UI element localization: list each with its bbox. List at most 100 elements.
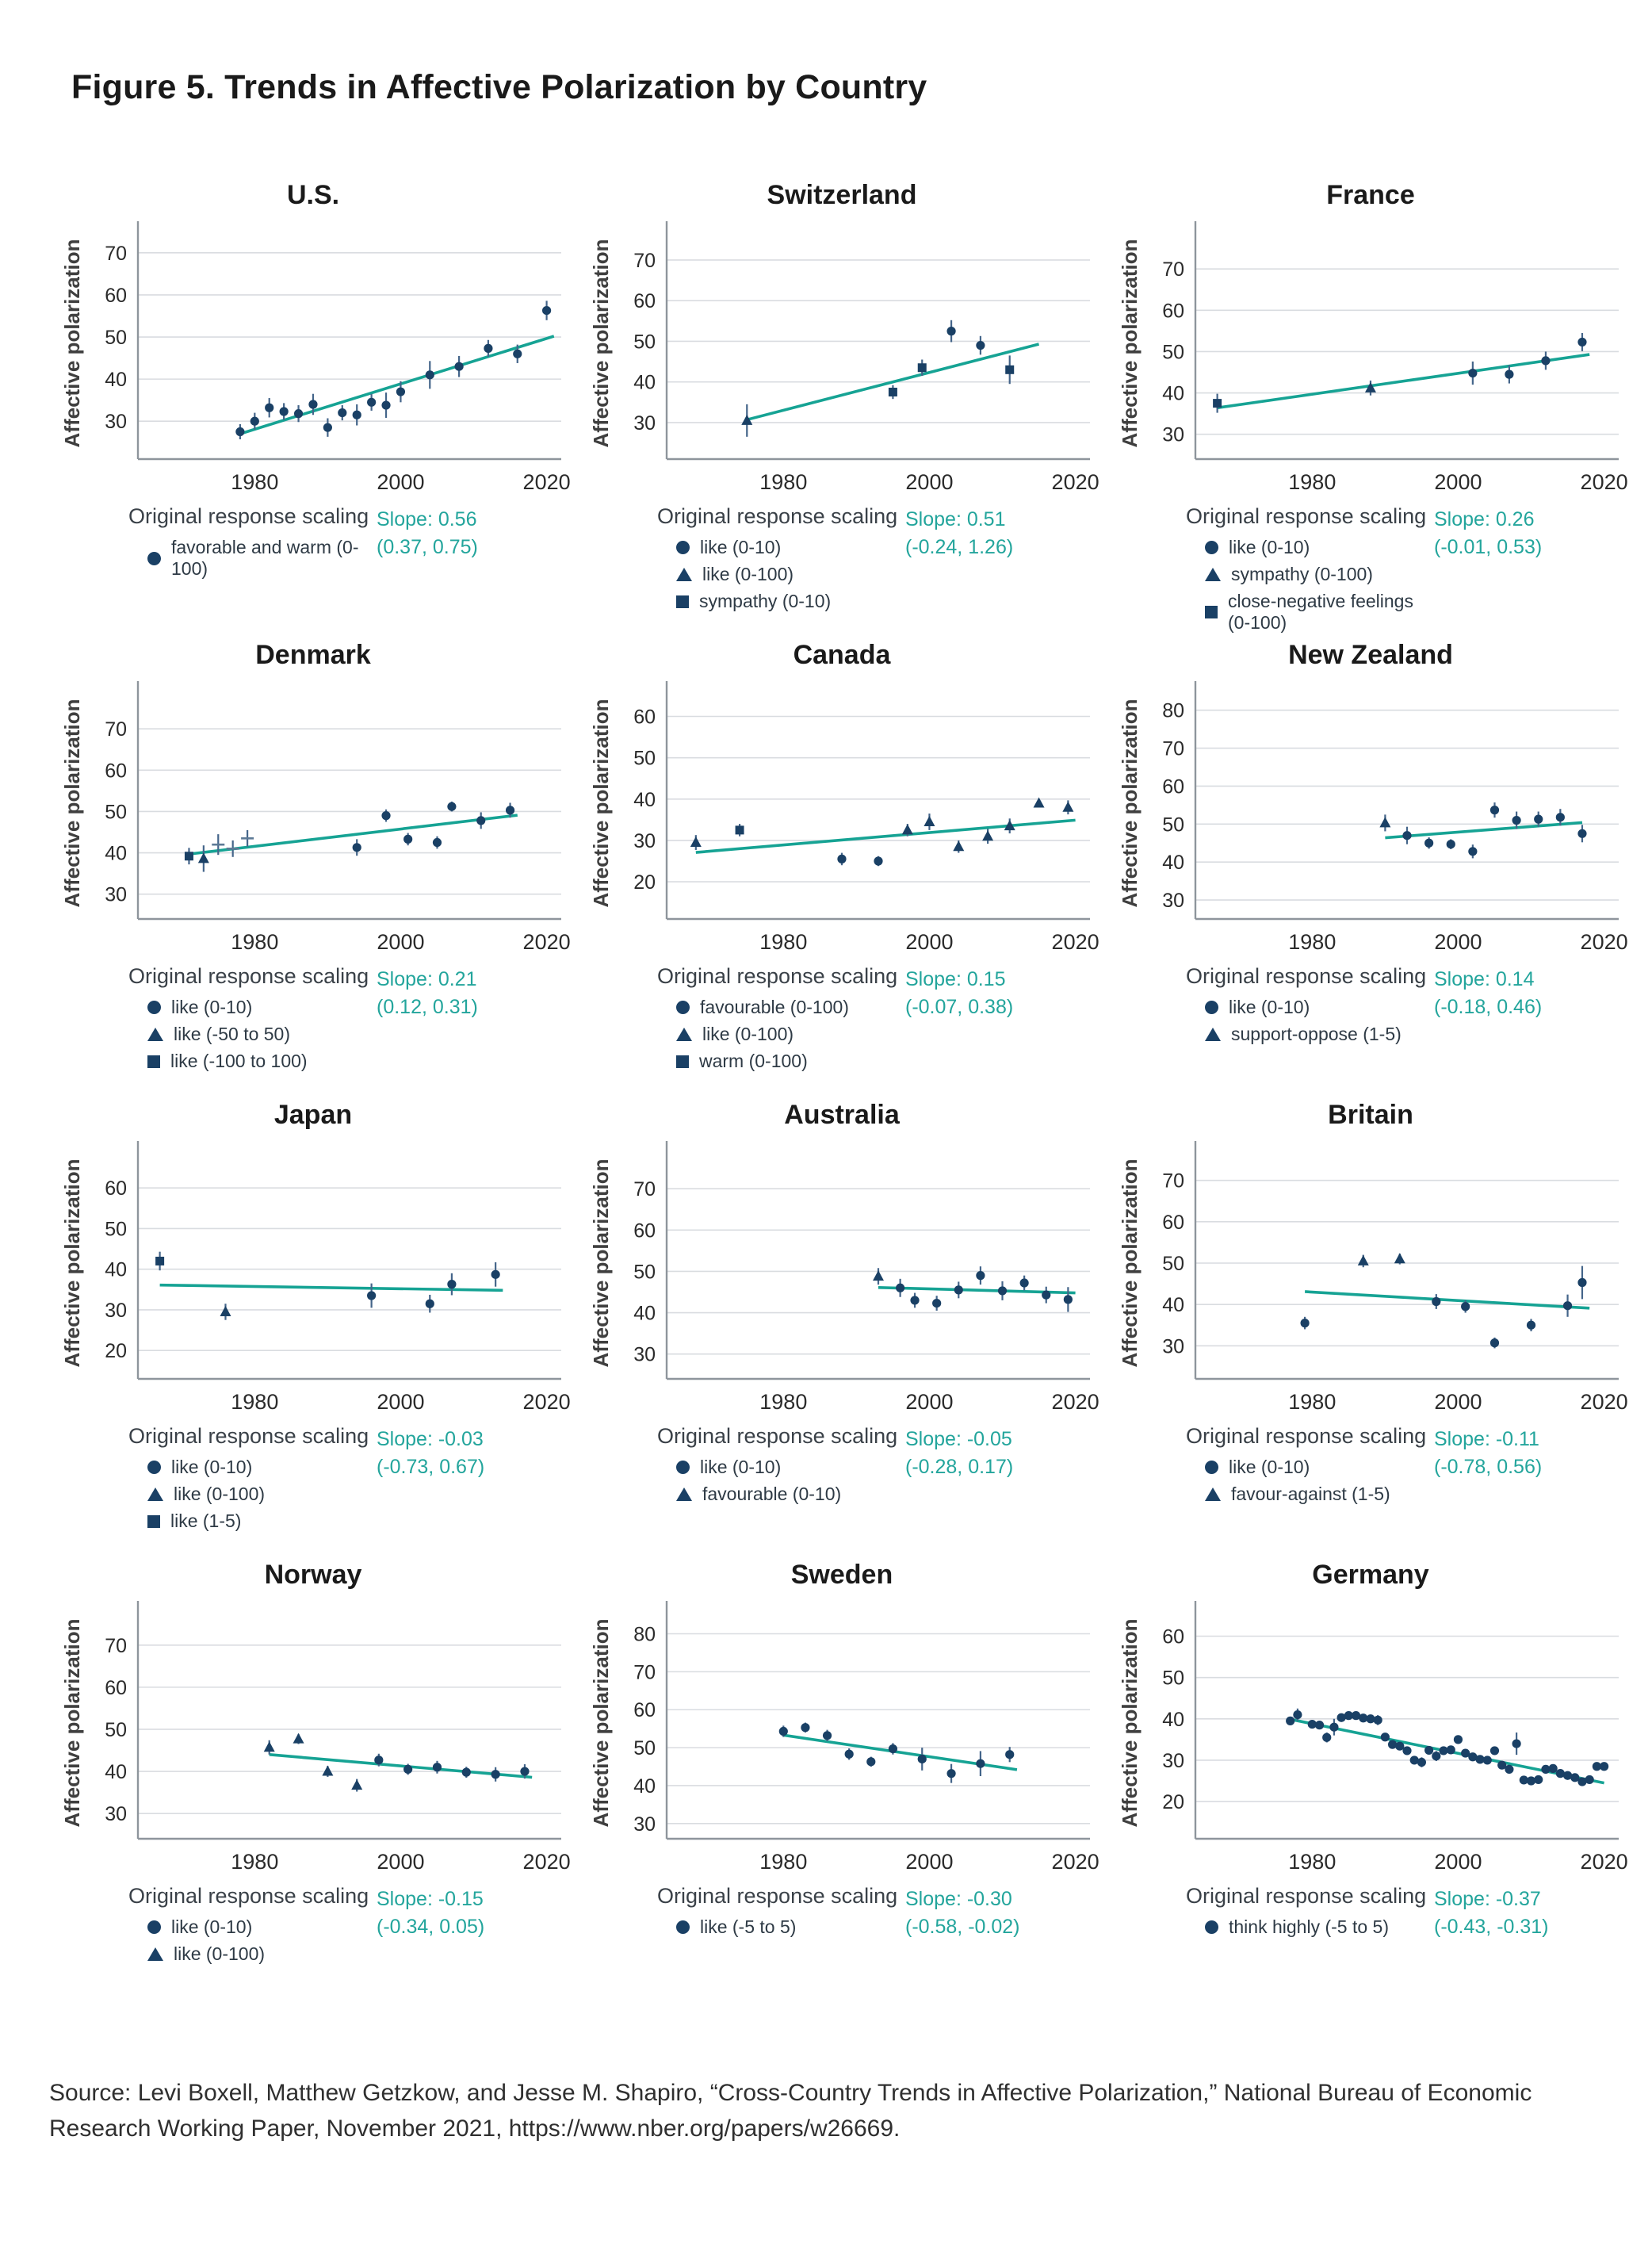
legend-heading: Original response scaling	[1186, 504, 1427, 528]
legend-item-label: like (0-10)	[171, 997, 253, 1017]
legend-heading: Original response scaling	[128, 1424, 369, 1448]
data-point	[250, 416, 259, 426]
legend-item-label: like (0-10)	[171, 1457, 253, 1477]
legend-item-label: like (1-5)	[170, 1510, 242, 1531]
legend-item-label: like (0-100)	[174, 1484, 266, 1504]
data-point	[505, 806, 515, 815]
y-tick-label: 60	[633, 1699, 656, 1721]
panel-japan: Japan 20 30 40 50 60 1980 2000 2020 Affective pol…	[55, 1097, 571, 1536]
data-point	[837, 854, 847, 863]
data-point	[1417, 1757, 1427, 1767]
y-tick-label: 70	[633, 250, 656, 272]
y-tick-label: 60	[1162, 1626, 1184, 1648]
y-tick-label: 70	[633, 1661, 656, 1683]
data-point	[1453, 1735, 1463, 1744]
legend-item-label: like (0-10)	[700, 1457, 782, 1477]
data-point	[491, 1269, 500, 1279]
y-tick-label: 50	[1162, 1253, 1184, 1275]
x-tick-label: 1980	[759, 930, 807, 954]
slope-value: Slope: 0.21	[377, 968, 477, 990]
data-point	[690, 837, 702, 848]
data-point	[1387, 1740, 1398, 1749]
data-point	[541, 305, 552, 316]
y-tick-label: 70	[105, 718, 127, 741]
data-point	[1475, 1755, 1485, 1764]
data-point	[396, 387, 406, 396]
data-point	[184, 852, 193, 861]
circle-marker-icon	[676, 1920, 690, 1934]
data-point	[997, 1286, 1008, 1296]
slope-annotation: Slope: -0.11 (-0.78, 0.56)	[1434, 1424, 1628, 1510]
triangle-marker-icon	[1205, 568, 1221, 581]
x-tick-label: 2020	[1581, 1850, 1628, 1874]
data-point	[1446, 840, 1455, 849]
y-tick-label: 30	[105, 884, 127, 906]
plot-britain: 30 40 50 60 70 1980 2000 2020 Affective polariza…	[1118, 1141, 1628, 1414]
slope-ci: (0.12, 0.31)	[377, 996, 478, 1018]
panel-footer: Original response scaling like (0-10) like…	[584, 504, 1099, 618]
data-point	[1512, 1739, 1521, 1748]
slope-annotation: Slope: -0.03 (-0.73, 0.67)	[377, 1424, 571, 1537]
legend: Original response scaling like (0-10) symp…	[1186, 504, 1434, 639]
data-point	[1489, 806, 1500, 815]
y-tick-label: 40	[633, 1775, 656, 1798]
y-tick-label: 30	[105, 1803, 127, 1825]
y-tick-label: 50	[105, 327, 127, 349]
legend-item: favorable and warm (0-100)	[147, 537, 377, 580]
y-axis-label: Affective polarization	[589, 699, 613, 908]
triangle-marker-icon	[676, 1487, 692, 1501]
data-point	[1548, 1763, 1558, 1773]
data-point	[801, 1723, 810, 1733]
trend-line	[878, 1285, 1076, 1295]
data-point	[476, 816, 486, 825]
y-tick-label: 60	[1162, 775, 1184, 798]
data-point	[778, 1726, 788, 1736]
data-point	[1489, 1746, 1500, 1756]
data-point	[1286, 1716, 1295, 1725]
x-tick-label: 2020	[1581, 930, 1628, 954]
y-tick-label: 50	[105, 801, 127, 823]
legend-heading: Original response scaling	[128, 964, 369, 988]
data-point	[1446, 1745, 1455, 1755]
panel-title: New Zealand	[1288, 640, 1453, 670]
x-tick-label: 2020	[1052, 930, 1099, 954]
y-tick-label: 40	[1162, 852, 1184, 874]
x-tick-label: 2000	[377, 1390, 424, 1414]
data-point	[155, 1256, 165, 1265]
x-tick-label: 2000	[905, 1390, 953, 1414]
slope-ci: (-0.73, 0.67)	[377, 1456, 485, 1478]
slope-value: Slope: -0.11	[1434, 1428, 1539, 1450]
circle-marker-icon	[676, 541, 690, 554]
trend-line	[269, 1753, 533, 1779]
data-point	[220, 1305, 231, 1316]
legend-item: like (1-5)	[147, 1510, 377, 1532]
legend-heading: Original response scaling	[128, 1884, 369, 1908]
y-tick-label: 60	[105, 285, 127, 307]
y-tick-label: 40	[105, 843, 127, 865]
y-tick-label: 30	[1162, 1335, 1184, 1357]
legend-item: like (0-10)	[147, 1916, 377, 1938]
y-tick-label: 60	[633, 1219, 656, 1242]
data-point	[917, 363, 927, 373]
data-point	[1577, 337, 1587, 347]
legend-item: like (-100 to 100)	[147, 1051, 377, 1072]
legend-item: sympathy (0-10)	[676, 591, 905, 612]
legend-item: like (0-10)	[676, 537, 905, 558]
legend-item: favourable (0-100)	[676, 997, 905, 1018]
panel-title: France	[1326, 180, 1415, 210]
y-tick-label: 30	[105, 1300, 127, 1322]
data-point	[1512, 815, 1521, 825]
y-tick-label: 70	[1162, 1170, 1184, 1193]
data-point	[917, 1754, 927, 1764]
triangle-marker-icon	[147, 1487, 163, 1501]
data-point	[381, 811, 391, 821]
plot-australia: 30 40 50 60 70 1980 2000 2020 Affective polariza…	[589, 1141, 1099, 1414]
slope-ci: (-0.28, 0.17)	[905, 1456, 1014, 1478]
data-point	[1599, 1762, 1609, 1771]
legend-item: like (0-10)	[147, 997, 377, 1018]
panel-france: France 30 40 50 60 70 1980 2000 2020 Affective po…	[1113, 177, 1628, 633]
x-tick-label: 1980	[231, 930, 278, 954]
legend-item-label: like (0-10)	[171, 1916, 253, 1937]
y-tick-label: 40	[105, 1259, 127, 1281]
legend-item: support-oppose (1-5)	[1205, 1024, 1434, 1045]
